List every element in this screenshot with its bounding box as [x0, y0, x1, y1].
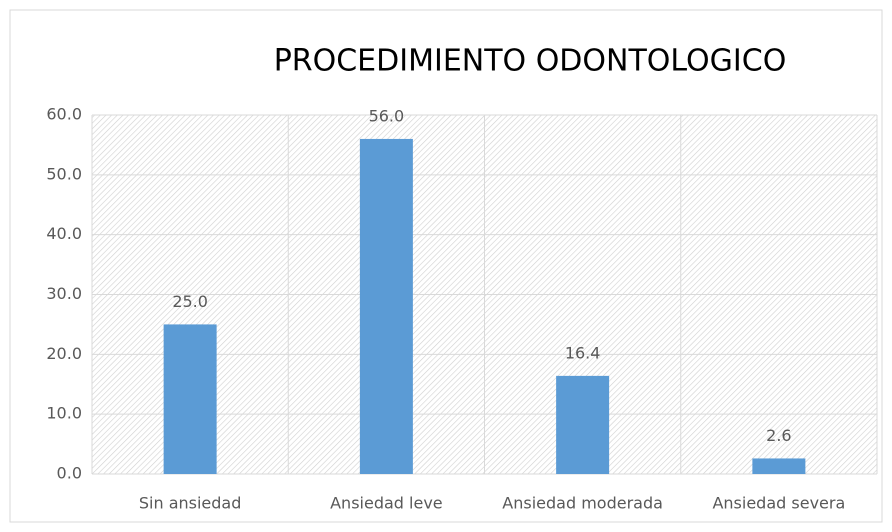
y-tick-label: 30.0: [46, 284, 82, 303]
y-tick-label: 60.0: [46, 105, 82, 124]
x-tick-label: Sin ansiedad: [139, 494, 242, 513]
bar: [556, 375, 610, 474]
x-tick-label: Ansiedad leve: [330, 494, 443, 513]
data-label: 56.0: [369, 106, 405, 125]
data-label: 25.0: [172, 292, 208, 311]
bar: [752, 458, 806, 474]
data-label: 16.4: [565, 343, 601, 362]
x-tick-label: Ansiedad moderada: [502, 494, 663, 513]
y-tick-label: 20.0: [46, 344, 82, 363]
chart-title: PROCEDIMIENTO ODONTOLOGICO: [274, 44, 787, 79]
bar: [359, 138, 413, 474]
bar: [163, 324, 217, 474]
y-tick-label: 40.0: [46, 224, 82, 243]
data-label: 2.6: [766, 426, 791, 445]
y-tick-label: 10.0: [46, 404, 82, 423]
y-tick-label: 0.0: [57, 464, 82, 483]
x-tick-label: Ansiedad severa: [712, 494, 845, 513]
y-tick-label: 50.0: [46, 164, 82, 183]
